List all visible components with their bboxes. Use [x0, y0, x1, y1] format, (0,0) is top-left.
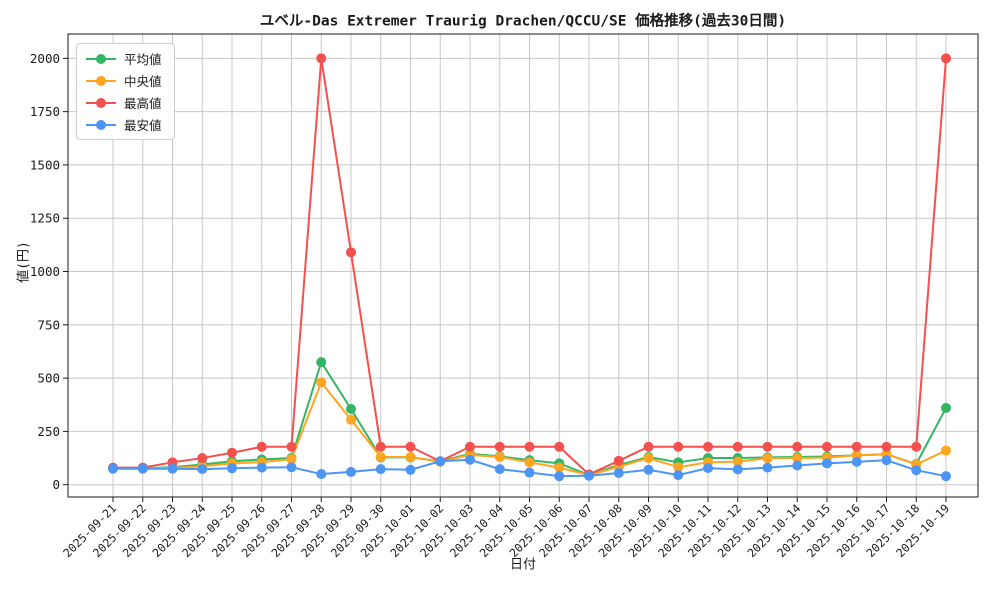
y-tick-label: 750: [37, 317, 60, 332]
series-min-point: [286, 462, 297, 473]
series-max-point: [465, 441, 475, 452]
series-max-point: [375, 441, 386, 452]
series-median-point: [494, 451, 505, 462]
legend-marker-max-icon: [86, 97, 116, 108]
series-median-point: [673, 462, 684, 473]
series-min-point: [881, 455, 892, 466]
legend-label: 中央値: [124, 74, 162, 89]
series-max-point: [941, 53, 951, 64]
series-min-point: [346, 466, 356, 477]
series-min-point: [256, 462, 267, 473]
series-max-point: [851, 441, 862, 452]
series-median-point: [286, 454, 297, 465]
series-median-point: [375, 451, 386, 462]
y-tick-label: 500: [37, 371, 60, 386]
series-min-point: [524, 467, 535, 478]
series-min-point: [375, 464, 386, 475]
series-max-point: [316, 53, 327, 64]
legend-entry-max: 最高値: [86, 94, 162, 111]
series-max-point: [494, 441, 505, 452]
series-min-point: [167, 463, 178, 474]
series-max-point: [554, 441, 565, 452]
series-min-point: [792, 460, 803, 471]
series-min-point: [643, 464, 654, 475]
series-max-point: [613, 455, 624, 466]
legend-marker-average-icon: [86, 53, 116, 64]
series-median-point: [643, 453, 654, 464]
series-average-point: [316, 357, 327, 368]
legend-marker-min-icon: [86, 119, 116, 130]
series-min-point: [762, 462, 773, 473]
series-max-point: [703, 441, 713, 452]
plot-area: [68, 34, 978, 497]
y-axis-label: 値(円): [16, 241, 32, 283]
series-median-point: [316, 377, 327, 388]
series-max-point: [643, 441, 654, 452]
series-min-point: [316, 469, 327, 480]
series-min-point: [613, 467, 624, 478]
series-min-point: [941, 471, 951, 482]
series-max-point: [673, 441, 684, 452]
series-median-point: [762, 453, 773, 464]
series-min-point: [732, 464, 743, 475]
series-min-point: [822, 458, 832, 469]
legend-label: 最安値: [124, 118, 162, 133]
y-tick-label: 2000: [30, 51, 60, 66]
series-max-point: [792, 441, 803, 452]
y-tick-label: 1750: [30, 104, 60, 119]
series-min-point: [673, 470, 684, 481]
series-max-point: [881, 441, 892, 452]
y-tick-label: 1500: [30, 157, 60, 172]
series-min-point: [227, 463, 237, 474]
series-max-point: [822, 441, 832, 452]
series-min-point: [197, 464, 208, 475]
series-median-point: [792, 453, 803, 464]
series-min-point: [108, 463, 118, 474]
y-tick-label: 0: [52, 477, 60, 492]
series-max-point: [227, 447, 237, 458]
chart-title: ユベル-Das Extremer Traurig Drachen/QCCU/SE…: [259, 13, 787, 30]
series-max-point: [346, 247, 356, 258]
series-min-point: [435, 456, 446, 467]
series-max-point: [732, 441, 743, 452]
series-median-point: [405, 451, 416, 462]
legend-entry-median: 中央値: [86, 72, 162, 89]
series-min-point: [851, 456, 862, 467]
series-max-point: [197, 453, 208, 464]
legend-entry-average: 平均値: [86, 50, 162, 67]
series-min-point: [703, 463, 713, 474]
series-max-point: [762, 441, 773, 452]
legend-marker-median-icon: [86, 75, 116, 86]
series-max-point: [405, 441, 416, 452]
y-tick-label: 1000: [30, 264, 60, 279]
series-max-point: [286, 441, 297, 452]
series-min-point: [584, 470, 594, 481]
series-min-point: [137, 463, 148, 474]
series-max-point: [256, 441, 267, 452]
series-max-point: [524, 441, 535, 452]
series-min-point: [465, 454, 475, 465]
legend-entry-min: 最安値: [86, 116, 162, 133]
legend: 平均値中央値最高値最安値: [76, 43, 175, 140]
series-min-point: [911, 465, 922, 476]
plot-border: [67, 33, 979, 498]
legend-label: 平均値: [124, 52, 162, 67]
series-average-point: [941, 402, 951, 413]
series-median-point: [524, 457, 535, 468]
y-tick-label: 250: [37, 424, 60, 439]
series-min-point: [494, 464, 505, 475]
series-min-point: [405, 464, 416, 475]
series-median-point: [941, 445, 951, 456]
series-average-point: [346, 404, 356, 415]
series-median-point: [346, 414, 356, 425]
legend-label: 最高値: [124, 96, 162, 111]
series-max-point: [911, 441, 922, 452]
series-median-point: [554, 462, 565, 473]
x-axis-label: 日付: [509, 557, 537, 573]
y-tick-label: 1250: [30, 211, 60, 226]
series-median-point: [732, 456, 743, 467]
series-min-point: [554, 471, 565, 482]
